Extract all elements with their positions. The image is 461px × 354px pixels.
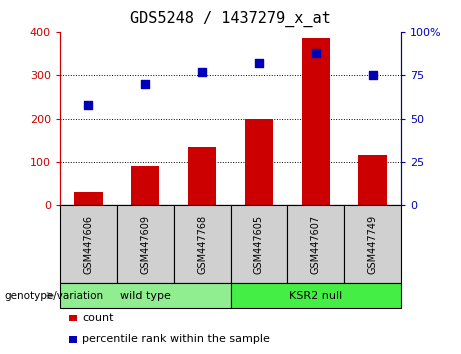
Point	[142, 81, 149, 87]
Text: GSM447606: GSM447606	[83, 215, 94, 274]
Bar	[188, 147, 216, 205]
Point	[255, 60, 263, 66]
Text: KSR2 null: KSR2 null	[289, 291, 343, 301]
Text: GSM447607: GSM447607	[311, 215, 321, 274]
Bar	[74, 192, 102, 205]
Bar	[358, 155, 387, 205]
Point	[369, 73, 376, 78]
Text: count: count	[82, 313, 113, 323]
Text: GSM447768: GSM447768	[197, 215, 207, 274]
Point	[85, 102, 92, 108]
Text: percentile rank within the sample: percentile rank within the sample	[82, 335, 270, 344]
Text: GDS5248 / 1437279_x_at: GDS5248 / 1437279_x_at	[130, 11, 331, 27]
Text: genotype/variation: genotype/variation	[5, 291, 104, 301]
Text: GSM447609: GSM447609	[140, 215, 150, 274]
Bar	[301, 38, 330, 205]
Bar	[131, 166, 160, 205]
Point	[198, 69, 206, 75]
Bar	[245, 119, 273, 205]
Text: GSM447605: GSM447605	[254, 215, 264, 274]
Point	[312, 50, 319, 56]
Text: wild type: wild type	[120, 291, 171, 301]
Text: GSM447749: GSM447749	[367, 215, 378, 274]
